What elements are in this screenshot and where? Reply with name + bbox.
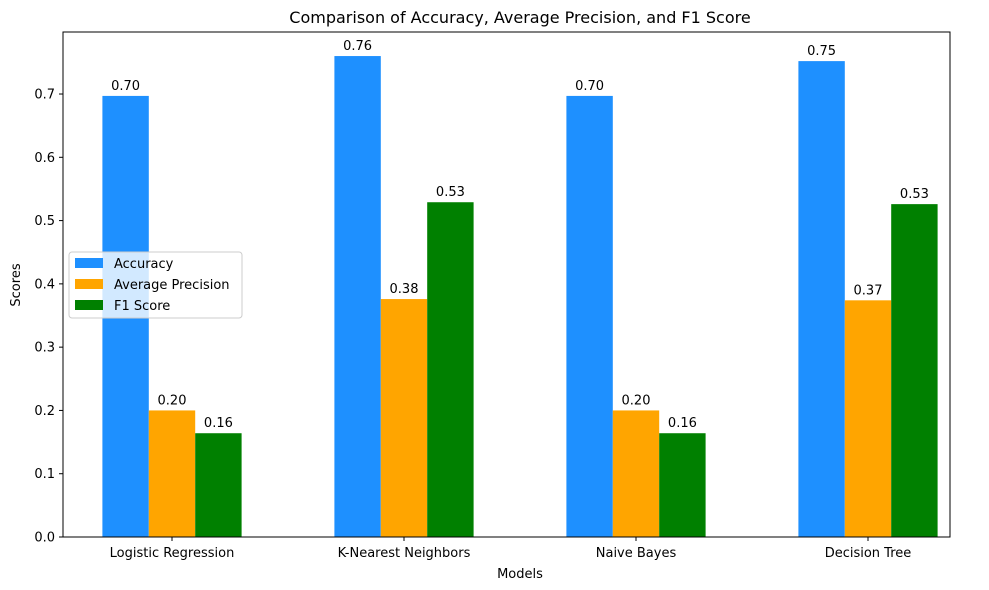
bar-value-label: 0.38 bbox=[390, 282, 419, 297]
bar-value-label: 0.75 bbox=[807, 44, 836, 59]
y-tick-label: 0.3 bbox=[34, 341, 55, 356]
bar-average-precision-2 bbox=[612, 410, 660, 537]
legend-label: Average Precision bbox=[114, 278, 230, 293]
bar-value-label: 0.53 bbox=[436, 185, 465, 200]
bar-value-label: 0.20 bbox=[622, 393, 651, 408]
legend-frame bbox=[68, 251, 243, 319]
y-tick-label: 0.5 bbox=[34, 214, 55, 229]
bar-value-label: 0.53 bbox=[900, 187, 929, 202]
y-tick-label: 0.7 bbox=[34, 88, 55, 103]
y-tick-label: 0.6 bbox=[34, 151, 55, 166]
bar-f1-score-2 bbox=[659, 433, 706, 537]
bar-f1-score-1 bbox=[427, 202, 474, 538]
y-tick-label: 0.0 bbox=[34, 531, 55, 546]
bar-value-label: 0.76 bbox=[343, 39, 372, 54]
x-axis-title: Models bbox=[497, 567, 543, 582]
bar-value-label: 0.70 bbox=[111, 79, 140, 94]
bar-accuracy-2 bbox=[566, 95, 613, 538]
bar-accuracy-1 bbox=[334, 56, 381, 538]
bar-value-label: 0.20 bbox=[158, 393, 187, 408]
y-axis-title: Scores bbox=[9, 263, 24, 306]
legend-swatch bbox=[75, 300, 103, 310]
bar-value-label: 0.70 bbox=[575, 79, 604, 94]
y-tick-label: 0.1 bbox=[34, 467, 55, 482]
bar-f1-score-0 bbox=[195, 433, 242, 537]
legend-label: Accuracy bbox=[114, 257, 174, 272]
x-tick-label: K-Nearest Neighbors bbox=[338, 546, 471, 561]
bar-average-precision-0 bbox=[148, 410, 196, 537]
x-tick-label: Decision Tree bbox=[825, 546, 912, 561]
chart-title: Comparison of Accuracy, Average Precisio… bbox=[289, 8, 750, 27]
bar-accuracy-3 bbox=[798, 61, 845, 538]
legend-swatch bbox=[75, 258, 103, 268]
bar-average-precision-1 bbox=[380, 299, 428, 537]
bar-f1-score-3 bbox=[891, 204, 938, 537]
bar-value-label: 0.16 bbox=[668, 416, 697, 431]
y-tick-label: 0.4 bbox=[34, 277, 55, 292]
legend: Accuracy Average Precision F1 Score bbox=[68, 251, 243, 319]
bars-group bbox=[102, 56, 938, 538]
bar-labels-group: 0.70 0.76 0.70 0.75 0.20 0.38 0.20 0.37 0.16 0.53… bbox=[111, 39, 929, 431]
plot-frame bbox=[62, 31, 951, 538]
x-tick-label: Naive Bayes bbox=[596, 546, 677, 561]
y-tick-label: 0.2 bbox=[34, 404, 55, 419]
bar-value-label: 0.16 bbox=[204, 416, 233, 431]
legend-label: F1 Score bbox=[114, 299, 170, 314]
legend-swatch bbox=[75, 279, 103, 289]
bar-average-precision-3 bbox=[844, 300, 892, 537]
bar-value-label: 0.37 bbox=[854, 283, 883, 298]
axes-group: 0.0 0.1 0.2 0.3 0.4 0.5 0.6 0.7 Logistic Regress… bbox=[34, 88, 911, 561]
x-tick-label: Logistic Regression bbox=[110, 546, 235, 561]
